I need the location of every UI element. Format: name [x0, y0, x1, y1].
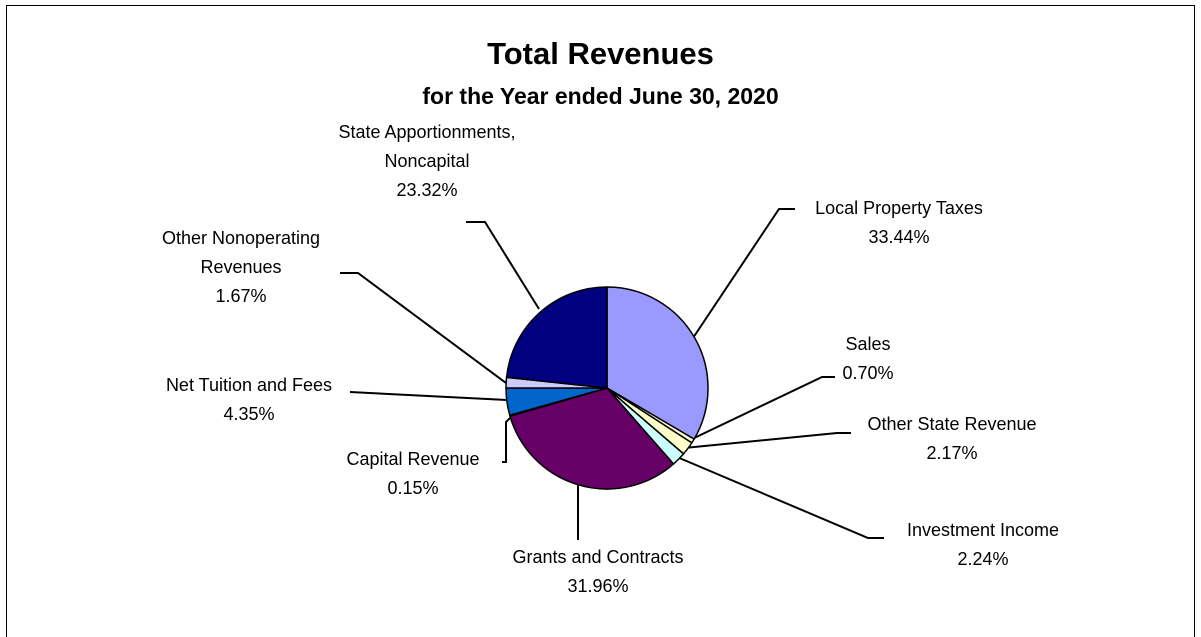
data-label-value: 4.35%: [223, 404, 274, 424]
data-label-category: Other Nonoperating: [162, 228, 320, 248]
data-label-category: Sales: [845, 334, 890, 354]
leader-line: [466, 221, 540, 310]
data-label-value: 33.44%: [868, 227, 929, 247]
pie-slice-local-property-taxes: [606, 286, 709, 440]
leader-line: [689, 376, 835, 441]
data-label-category: State Apportionments,: [338, 122, 515, 142]
leader-line: [683, 432, 851, 449]
data-label-value: 1.67%: [215, 286, 266, 306]
data-label-category: Noncapital: [384, 151, 469, 171]
data-label-category: Grants and Contracts: [512, 547, 683, 567]
data-label-category: Other State Revenue: [867, 414, 1036, 434]
data-label-category: Local Property Taxes: [815, 198, 983, 218]
chart-subtitle: for the Year ended June 30, 2020: [422, 83, 779, 109]
data-label-category: Investment Income: [907, 520, 1059, 540]
leader-line: [502, 417, 511, 463]
data-label-value: 2.24%: [957, 549, 1008, 569]
pie-slice-grants-and-contracts: [509, 387, 675, 490]
leader-line: [676, 456, 884, 539]
data-label-category: Capital Revenue: [346, 449, 479, 469]
data-label-value: 31.96%: [567, 576, 628, 596]
data-label-category: Net Tuition and Fees: [166, 375, 332, 395]
data-label-value: 2.17%: [926, 443, 977, 463]
leader-line: [692, 208, 795, 339]
data-label-value: 23.32%: [396, 180, 457, 200]
data-label-value: 0.15%: [387, 478, 438, 498]
chart-title: Total Revenues: [487, 36, 714, 71]
data-label-category: Revenues: [200, 257, 281, 277]
data-label-value: 0.70%: [842, 363, 893, 383]
pie-slice-state-apportionments-noncapital: [505, 286, 608, 389]
chart-frame: [6, 5, 1195, 637]
leader-line: [349, 391, 508, 401]
leader-line: [340, 272, 507, 384]
